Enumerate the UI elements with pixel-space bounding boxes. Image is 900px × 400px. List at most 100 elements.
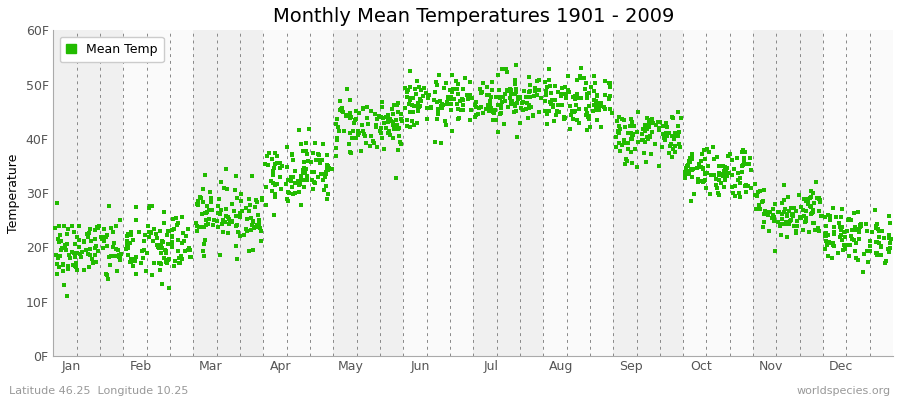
Point [656,131,670,138]
Point [679,164,693,171]
Point [518,94,533,100]
Point [214,207,229,214]
Point [580,114,595,121]
Point [522,89,536,96]
Point [266,156,280,162]
Point [659,130,673,136]
Point [330,124,345,130]
Point [370,144,384,150]
Point [394,141,409,148]
Point [768,201,782,207]
Point [635,136,650,143]
Point [322,165,337,172]
Point [762,209,777,215]
Point [493,94,508,100]
Point [364,108,378,114]
Point [827,230,842,237]
Point [597,104,611,110]
Point [386,135,400,141]
Point [376,146,391,152]
Point [687,191,701,198]
Point [153,267,167,274]
Point [507,108,521,115]
Point [765,215,779,222]
Point [609,134,624,140]
Point [546,118,561,124]
Point [652,126,666,133]
Point [124,229,139,235]
Point [298,170,312,176]
Point [739,182,753,188]
Point [718,177,733,184]
Point [558,114,572,121]
Point [251,216,266,223]
Point [500,87,514,93]
Point [61,266,76,272]
Point [502,86,517,92]
Point [452,114,466,121]
Point [744,184,759,191]
Point [713,171,727,177]
Point [393,116,408,122]
Point [522,102,536,108]
Point [50,199,64,206]
Point [756,224,770,230]
Point [414,87,428,93]
Point [664,154,679,160]
Point [643,134,657,141]
Point [154,243,168,249]
Point [52,264,67,270]
Point [832,224,847,230]
Point [176,256,190,262]
Point [590,103,604,109]
Point [828,214,842,220]
Point [381,114,395,121]
Point [50,236,65,242]
Point [132,229,147,236]
Point [836,247,850,253]
Point [818,233,832,239]
Point [70,234,85,240]
Point [837,242,851,248]
Point [255,194,269,201]
Point [420,116,435,122]
Point [775,216,789,222]
Point [112,254,126,261]
Point [377,119,392,126]
Point [442,96,456,103]
Point [403,97,418,104]
Point [538,98,553,104]
Point [95,236,110,242]
Point [568,93,582,99]
Point [159,260,174,266]
Point [526,112,540,119]
Point [797,196,812,202]
Point [120,240,134,246]
Point [494,104,508,111]
Point [860,248,874,254]
Point [823,217,837,224]
Point [50,271,64,278]
Point [405,118,419,124]
Point [401,101,416,108]
Point [76,238,91,244]
Point [267,161,282,167]
Point [96,234,111,240]
Point [266,180,280,186]
Point [97,238,112,244]
Point [225,218,239,225]
Point [820,242,834,248]
Point [727,166,742,172]
Point [766,211,780,218]
Point [121,231,135,238]
Point [518,105,533,112]
Point [189,220,203,227]
Point [68,263,82,270]
Point [206,222,220,229]
Point [329,135,344,142]
Point [766,206,780,212]
Point [685,174,699,180]
Point [222,221,237,227]
Point [285,157,300,163]
Point [330,116,345,122]
